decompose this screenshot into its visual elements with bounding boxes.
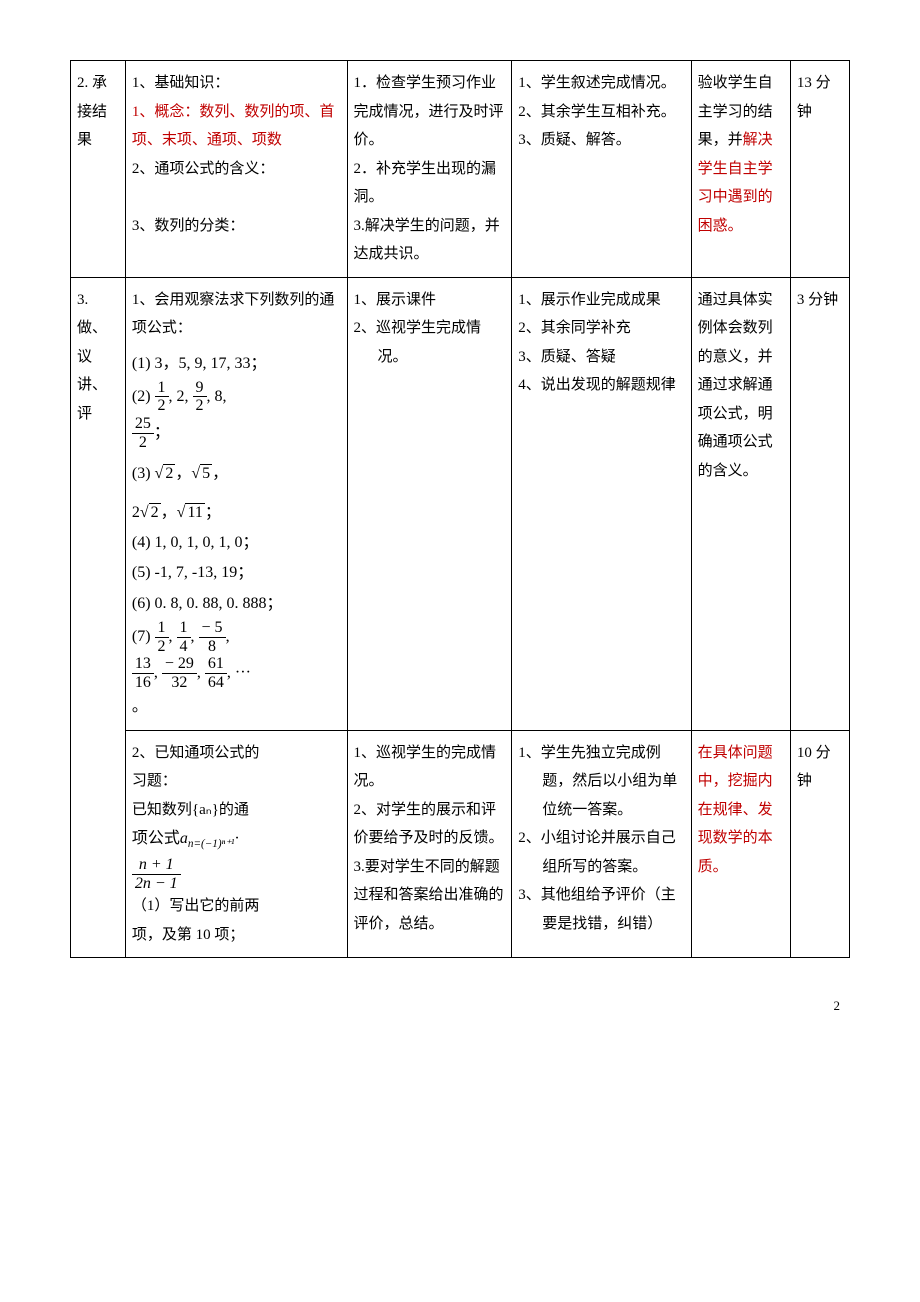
content-line: 2、已知通项公式的 <box>132 739 341 768</box>
stage-cell: 3. 做、议 讲、评 <box>71 277 126 958</box>
content-line: 2、通项公式的含义： <box>132 155 341 184</box>
lesson-table: 2. 承接结果 1、基础知识：1、概念：数列、数列的项、首项、末项、通项、项数2… <box>70 60 850 958</box>
content-line: (3) √2，√5， <box>132 459 341 489</box>
teacher-text: 1．检查学生预习作业完成情况，进行及时评价。 2．补充学生出现的漏洞。 3.解决… <box>354 75 504 262</box>
time-cell: 3 分钟 <box>790 277 849 730</box>
table-row: 2. 承接结果 1、基础知识：1、概念：数列、数列的项、首项、末项、通项、项数2… <box>71 61 850 278</box>
page: 2. 承接结果 1、基础知识：1、概念：数列、数列的项、首项、末项、通项、项数2… <box>0 0 920 1044</box>
content-line <box>132 183 341 212</box>
stage-label: 3. 做、议 讲、评 <box>77 292 107 422</box>
content-line <box>132 240 341 269</box>
list-item: 2、巡视学生完成情况。 <box>354 314 506 371</box>
list-item: 1、学生叙述完成情况。 <box>518 69 684 98</box>
stage-cell: 2. 承接结果 <box>71 61 126 278</box>
content-line: 。 <box>132 692 341 722</box>
content-line: 2√2，√11； <box>132 498 341 528</box>
content-line: 项公式an=(−1)ⁿ⁺¹· <box>132 824 341 855</box>
list-item: 3、质疑、解答。 <box>518 126 684 155</box>
content-line: 3、数列的分类： <box>132 212 341 241</box>
student-cell: 1、展示作业完成成果 2、其余同学补充 3、质疑、答疑 4、说出发现的解题规律 <box>512 277 691 730</box>
content-line: 已知数列{aₙ}的通 <box>132 796 341 825</box>
intent-cell: 在具体问题中，挖掘内在规律、发现数学的本质。 <box>691 730 790 957</box>
content-line: （1）写出它的前两 <box>132 892 341 921</box>
content-cell: 2、已知通项公式的习题：已知数列{aₙ}的通项公式an=(−1)ⁿ⁺¹·n + … <box>125 730 347 957</box>
content-cell: 1、会用观察法求下列数列的通项公式： (1) 3，5, 9, 17, 33；(2)… <box>125 277 347 730</box>
content-line: (1) 3，5, 9, 17, 33； <box>132 349 341 379</box>
intent-cell: 验收学生自主学习的结果，并解决学生自主学习中遇到的困惑。 <box>691 61 790 278</box>
list-item: 1、展示课件 <box>354 286 506 315</box>
teacher-cell: 1、展示课件2、巡视学生完成情况。 <box>347 277 512 730</box>
teacher-cell: 1、巡视学生的完成情况。 2、对学生的展示和评价要给予及时的反馈。 3.要对学生… <box>347 730 512 957</box>
teacher-text: 1、巡视学生的完成情况。 2、对学生的展示和评价要给予及时的反馈。 3.要对学生… <box>354 745 504 932</box>
table-row: 2、已知通项公式的习题：已知数列{aₙ}的通项公式an=(−1)ⁿ⁺¹·n + … <box>71 730 850 957</box>
content-line: n + 12n − 1 <box>132 856 341 892</box>
content-cell: 1、基础知识：1、概念：数列、数列的项、首项、末项、通项、项数2、通项公式的含义… <box>125 61 347 278</box>
time-text: 3 分钟 <box>797 292 838 308</box>
content-line: (5) -1, 7, -13, 19； <box>132 558 341 588</box>
stage-label: 2. 承接结果 <box>77 75 107 148</box>
content-line: (7) 12, 14, − 58, <box>132 619 341 655</box>
table-row: 3. 做、议 讲、评 1、会用观察法求下列数列的通项公式： (1) 3，5, 9,… <box>71 277 850 730</box>
list-item: 2、小组讨论并展示自己组所写的答案。 <box>518 824 684 881</box>
student-cell: 1、学生叙述完成情况。2、其余学生互相补充。3、质疑、解答。 <box>512 61 691 278</box>
time-cell: 13 分钟 <box>790 61 849 278</box>
page-number: 2 <box>70 958 850 1014</box>
content-line: (2) 12, 2, 92, 8, <box>132 379 341 415</box>
time-cell: 10 分钟 <box>790 730 849 957</box>
list-item: 2、其余学生互相补充。 <box>518 98 684 127</box>
content-line: (4) 1, 0, 1, 0, 1, 0； <box>132 528 341 558</box>
intent-text: 通过具体实例体会数列的意义，并通过求解通项公式，明确通项公式的含义。 <box>698 292 773 479</box>
intent-text: 在具体问题中，挖掘内在规律、发现数学的本质。 <box>698 745 773 875</box>
list-item: 3、其他组给予评价（主要是找错，纠错） <box>518 881 684 938</box>
content-line: 252； <box>132 415 341 451</box>
content-line: 1、基础知识： <box>132 69 341 98</box>
content-line: 项，及第 10 项； <box>132 921 341 950</box>
content-line: 1、会用观察法求下列数列的通项公式： <box>132 286 341 343</box>
content-line: 1、概念：数列、数列的项、首项、末项、通项、项数 <box>132 98 341 155</box>
content-line: 习题： <box>132 767 341 796</box>
time-text: 10 分钟 <box>797 745 831 790</box>
content-line: 1316, − 2932, 6164, ··· <box>132 655 341 691</box>
content-line: (6) 0. 8, 0. 88, 0. 888； <box>132 589 341 619</box>
student-text: 1、展示作业完成成果 2、其余同学补充 3、质疑、答疑 4、说出发现的解题规律 <box>518 292 676 394</box>
intent-cell: 通过具体实例体会数列的意义，并通过求解通项公式，明确通项公式的含义。 <box>691 277 790 730</box>
list-item: 1、学生先独立完成例题，然后以小组为单位统一答案。 <box>518 739 684 825</box>
time-text: 13 分钟 <box>797 75 831 120</box>
teacher-cell: 1．检查学生预习作业完成情况，进行及时评价。 2．补充学生出现的漏洞。 3.解决… <box>347 61 512 278</box>
student-cell: 1、学生先独立完成例题，然后以小组为单位统一答案。2、小组讨论并展示自己组所写的… <box>512 730 691 957</box>
